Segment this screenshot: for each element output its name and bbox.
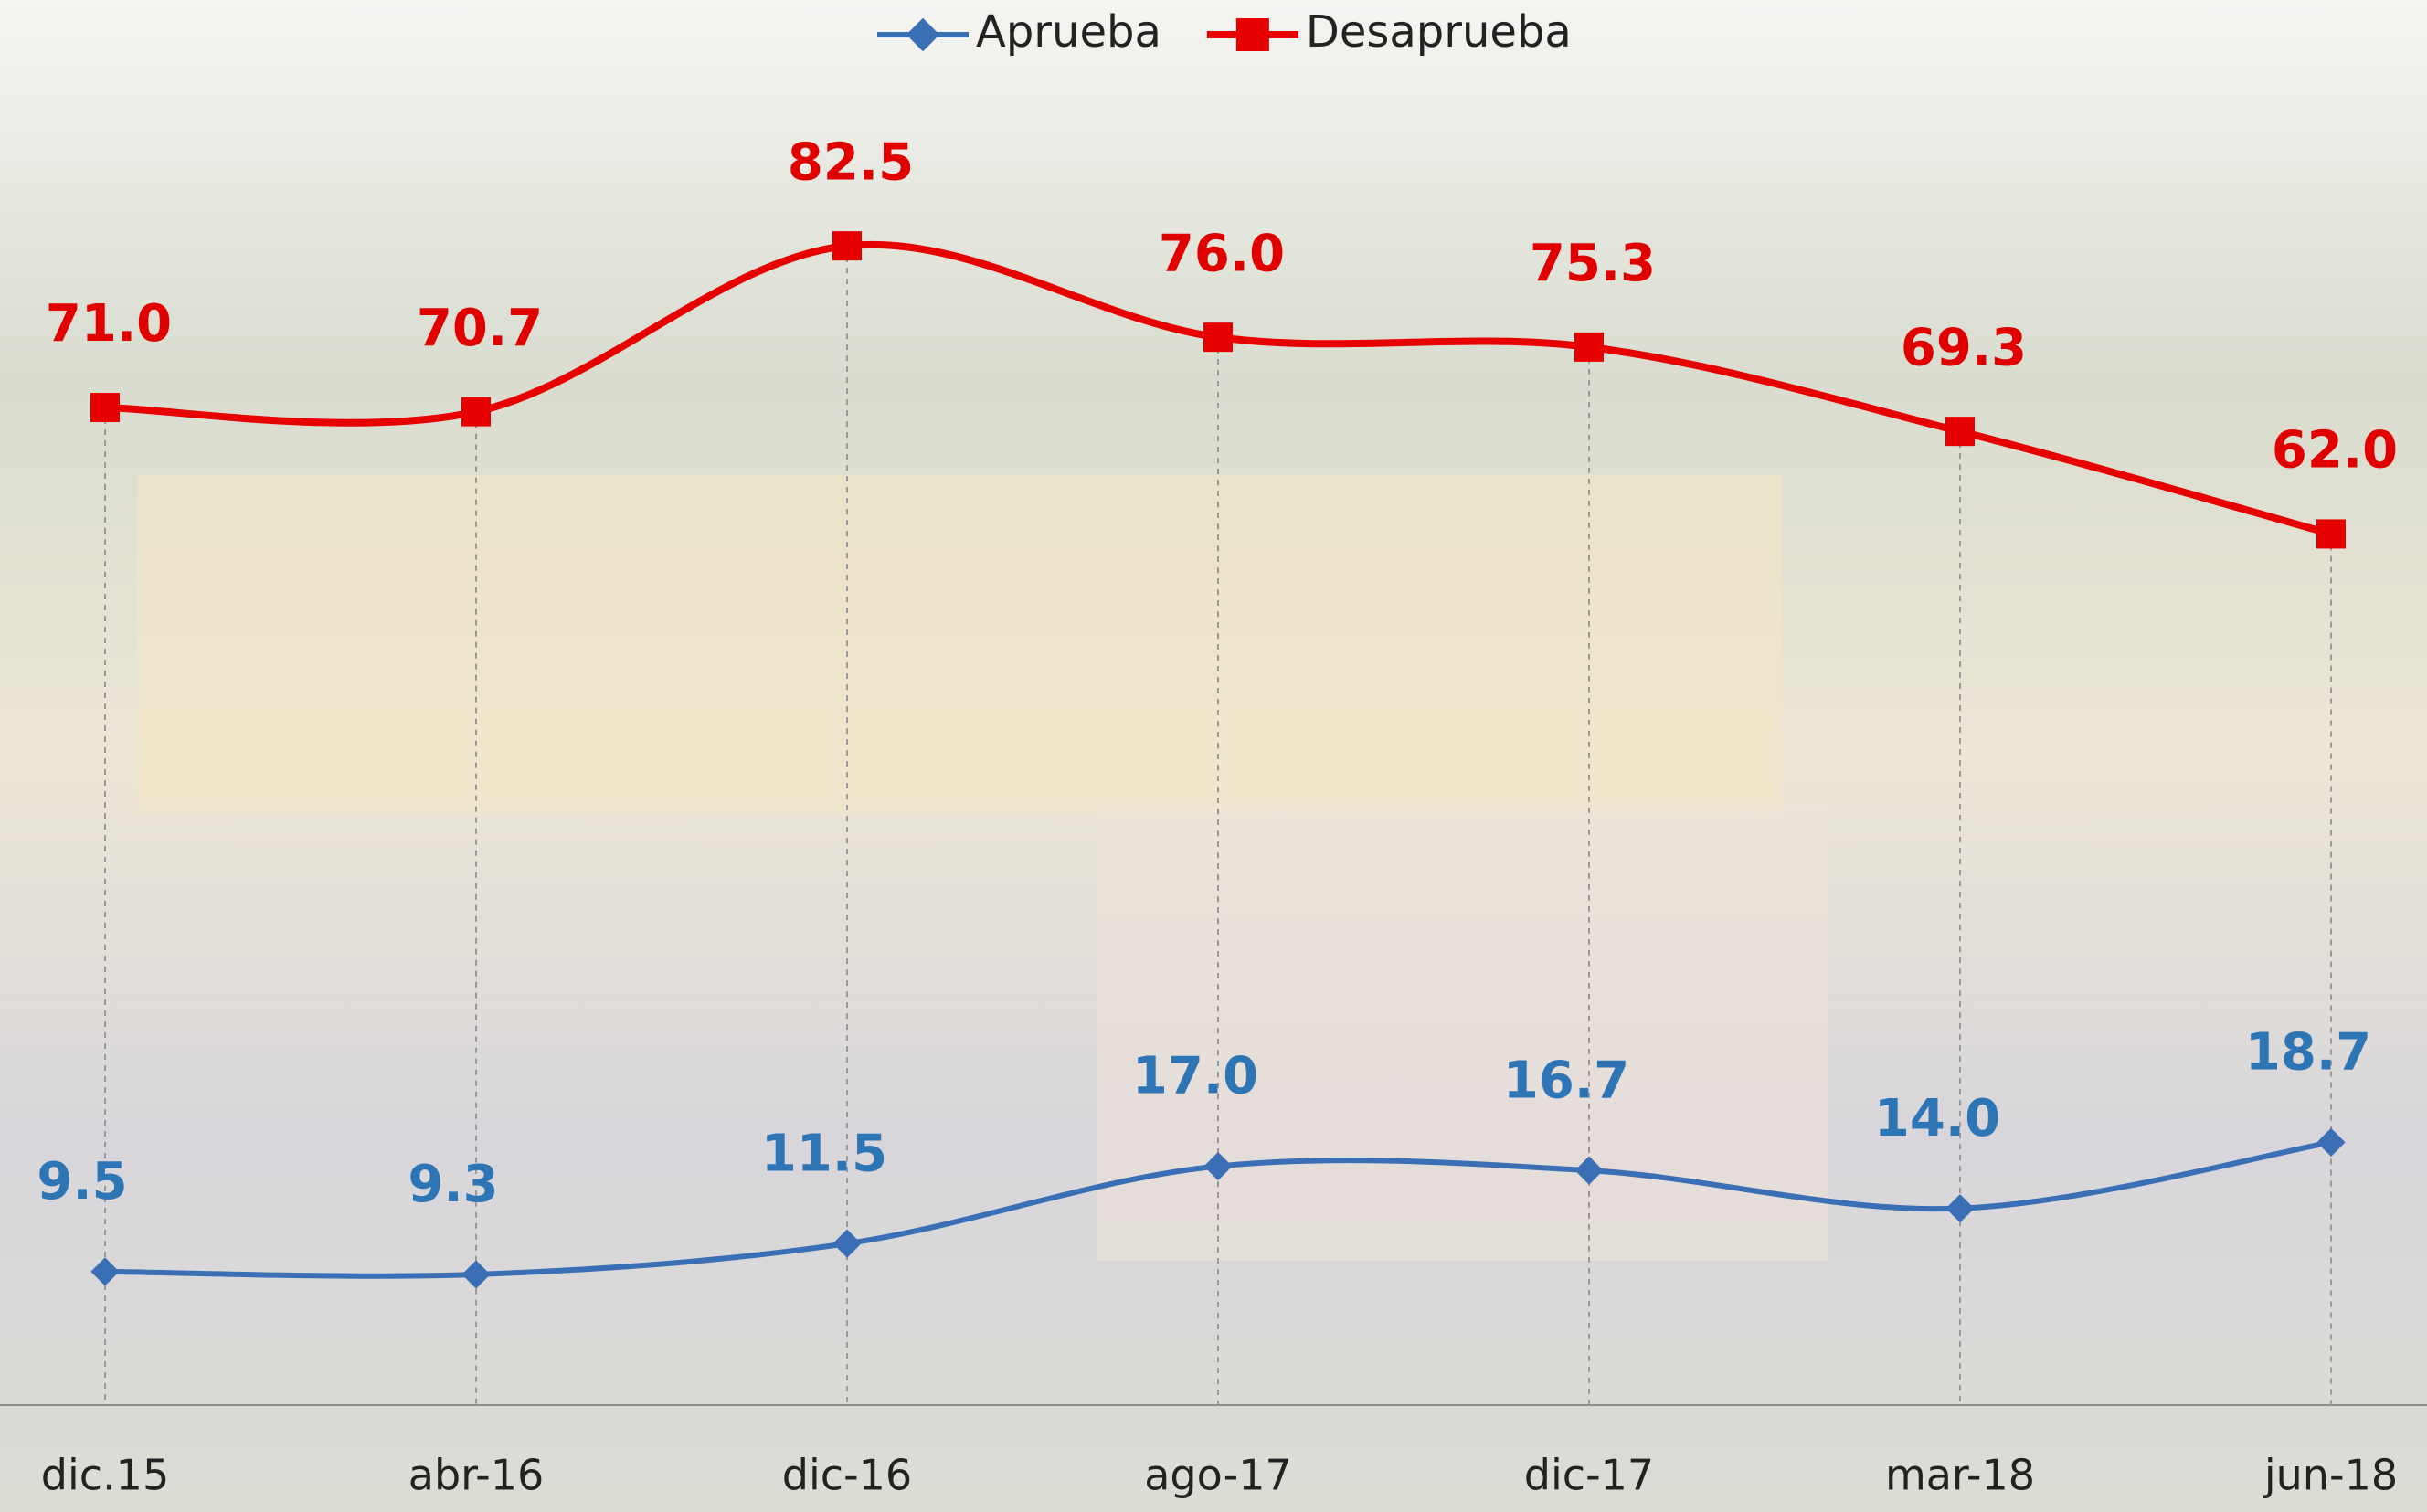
x-tick-label: abr-16 [408, 1451, 545, 1500]
marker [832, 1229, 862, 1258]
data-label: 75.3 [1530, 234, 1656, 293]
x-tick-label: mar-18 [1885, 1451, 2035, 1500]
marker [1945, 1194, 1975, 1223]
data-label: 71.0 [46, 294, 172, 354]
data-label: 17.0 [1132, 1047, 1258, 1106]
data-label: 16.7 [1503, 1051, 1629, 1110]
data-label: 76.0 [1159, 224, 1285, 283]
background-kiosk [1097, 804, 1828, 1261]
data-label: 9.5 [37, 1152, 127, 1211]
data-label: 70.7 [417, 299, 543, 358]
marker [1203, 322, 1233, 353]
background-building [137, 475, 1782, 813]
marker [1574, 332, 1604, 362]
marker [2316, 1127, 2346, 1157]
data-label: 18.7 [2245, 1023, 2371, 1083]
marker [1203, 1151, 1233, 1181]
marker [461, 397, 491, 427]
marker [1945, 417, 1975, 447]
x-tick-label: jun-18 [2263, 1451, 2398, 1500]
data-label: 69.3 [1901, 318, 2027, 377]
data-label: 11.5 [761, 1124, 887, 1183]
x-tick-label: dic.15 [41, 1451, 169, 1500]
marker [461, 1260, 491, 1289]
x-tick-label: ago-17 [1144, 1451, 1292, 1500]
data-label: 14.0 [1874, 1089, 2000, 1148]
x-tick-label: dic-16 [782, 1451, 912, 1500]
data-label: 82.5 [788, 132, 914, 192]
legend-label: Aprueba [976, 6, 1161, 58]
marker [90, 393, 120, 423]
data-label: 9.3 [408, 1155, 498, 1214]
marker [2316, 519, 2346, 549]
marker [906, 17, 940, 52]
legend-label: Desaprueba [1306, 6, 1572, 58]
data-label: 62.0 [2272, 421, 2398, 481]
marker [1574, 1156, 1604, 1185]
marker [1235, 18, 1269, 51]
marker [832, 231, 862, 261]
marker [90, 1257, 120, 1286]
plot-area: dic.15 abr-16 dic-16 ago-17 dic-17 mar-18 jun-… [0, 6, 2427, 1500]
x-tick-label: dic-17 [1524, 1451, 1654, 1500]
